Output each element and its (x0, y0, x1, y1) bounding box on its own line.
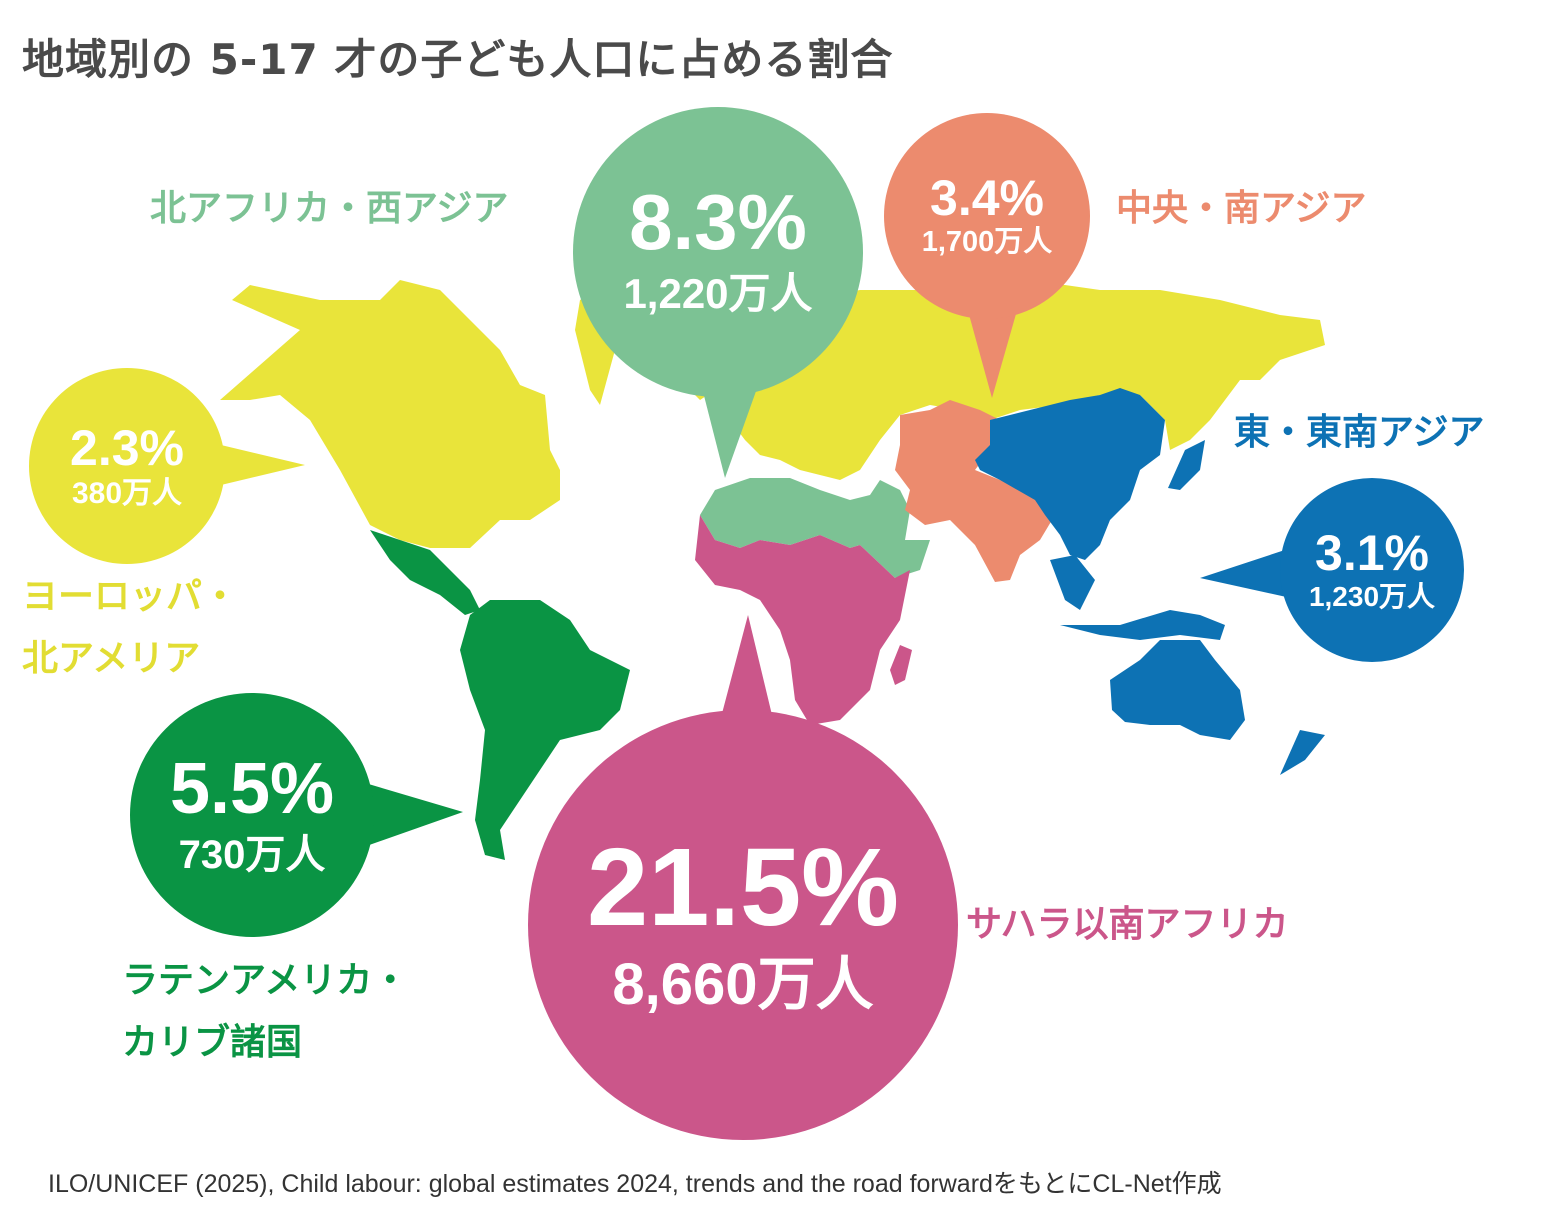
label-latam-line1: ラテンアメリカ・ (122, 960, 409, 1001)
map-madagascar (890, 645, 912, 685)
map-south-america (460, 600, 630, 860)
percent-latam-caribbean: 5.5% (169, 749, 335, 829)
map-central-south-asia (895, 400, 1055, 582)
bubble-text-subsaharan-africa: 21.5% 8,660万人 (530, 810, 956, 1040)
bubble-text-europe-namerica: 2.3% 380万人 (30, 380, 224, 552)
chart-title: 地域別の 5-17 才の子ども人口に占める割合 (22, 35, 894, 84)
percent-central-south-asia: 3.4% (930, 170, 1044, 227)
label-east-se-asia: 東・東南アジア (1234, 412, 1485, 453)
bubble-east-se-asia (1200, 478, 1464, 662)
label-nafrica-wasia: 北アフリカ・西アジア (150, 188, 509, 229)
map-north-africa-west-asia (700, 478, 930, 578)
map-east-asia (975, 388, 1165, 560)
population-east-se-asia: 1,230万人 (1308, 580, 1436, 612)
bubble-text-nafrica-wasia: 8.3% 1,220万人 (578, 110, 858, 390)
population-europe-namerica: 380万人 (71, 476, 183, 510)
label-europe-line2: 北アメリア (22, 637, 201, 679)
population-nafrica-wasia: 1,220万人 (623, 269, 813, 317)
label-europe-line1: ヨーロッパ・ (22, 576, 239, 617)
label-central-south-asia: 中央・南アジア (1116, 188, 1367, 229)
bubble-text-central-south-asia: 3.4% 1,700万人 (887, 126, 1087, 306)
bubble-nafrica-wasia (573, 107, 863, 478)
bubble-central-south-asia (884, 113, 1090, 398)
label-latam-line2: カリブ諸国 (122, 1021, 303, 1063)
bubble-text-east-se-asia: 3.1% 1,230万人 (1282, 490, 1462, 650)
label-subsaharan-africa: サハラ以南アフリカ (966, 904, 1289, 945)
map-indonesia (1060, 610, 1225, 640)
bubble-text-latam-caribbean: 5.5% 730万人 (132, 700, 372, 930)
percent-subsaharan-africa: 21.5% (587, 826, 899, 950)
source-note: ILO/UNICEF (2025), Child labour: global … (48, 1170, 1222, 1198)
label-latam-caribbean: ラテンアメリカ・ カリブ諸国 (122, 950, 408, 1074)
percent-nafrica-wasia: 8.3% (629, 177, 807, 266)
population-latam-caribbean: 730万人 (178, 833, 326, 877)
label-europe-namerica: ヨーロッパ・ 北アメリア (22, 566, 238, 690)
map-subsaharan-africa (695, 515, 910, 725)
map-new-zealand (1280, 730, 1325, 775)
bubble-latam-caribbean (130, 693, 463, 937)
map-north-america (220, 280, 560, 548)
map-indochina (1050, 555, 1095, 610)
population-central-south-asia: 1,700万人 (921, 226, 1053, 259)
map-central-america (370, 530, 480, 615)
bubble-europe-namerica (29, 368, 305, 564)
map-australia (1110, 640, 1245, 740)
percent-europe-namerica: 2.3% (70, 419, 184, 476)
percent-east-se-asia: 3.1% (1315, 524, 1429, 581)
map-japan (1168, 440, 1205, 490)
bubble-subsaharan-africa (528, 615, 958, 1140)
population-subsaharan-africa: 8,660万人 (612, 952, 874, 1018)
